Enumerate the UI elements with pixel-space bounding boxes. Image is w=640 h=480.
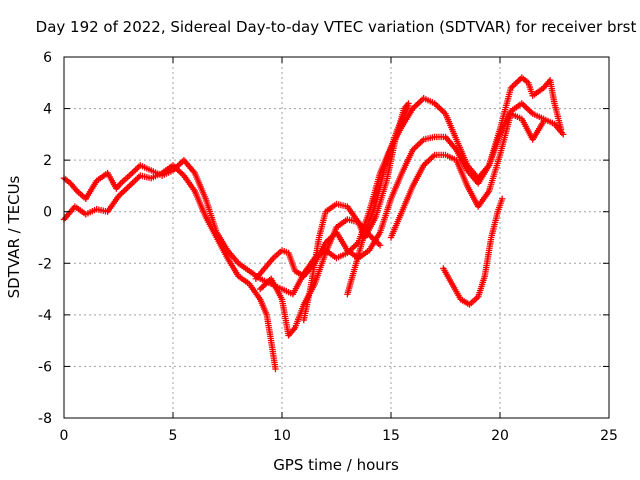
data-point: [350, 243, 357, 251]
chart-title: Day 192 of 2022, Sidereal Day-to-day VTE…: [36, 18, 637, 36]
grid: [64, 57, 609, 418]
data-point: [520, 101, 527, 109]
data-point: [405, 102, 412, 110]
data-point: [126, 182, 133, 190]
data-point: [426, 156, 434, 163]
data-point: [129, 169, 136, 176]
x-tick-label: 0: [60, 428, 69, 444]
data-point: [118, 190, 125, 197]
data-point: [512, 80, 519, 87]
data-point: [135, 173, 142, 181]
x-axis-label: GPS time / hours: [273, 456, 399, 474]
data-point: [414, 100, 421, 108]
data-point: [127, 181, 135, 188]
y-tick-label: 4: [43, 102, 52, 118]
data-point: [132, 176, 139, 184]
data-point: [429, 153, 437, 160]
data-point: [351, 242, 359, 249]
x-tick-label: 15: [382, 428, 400, 444]
y-axis-label: SDTVAR / TECUs: [5, 175, 23, 298]
data-point: [523, 104, 530, 112]
data-point: [177, 169, 184, 176]
axis-ticks: 0 5 10 15 20 25 -8 -6 -4 -2 0 2 4 6: [38, 50, 618, 444]
data-point: [414, 142, 421, 149]
data-point: [415, 140, 423, 148]
y-tick-label: 0: [43, 205, 52, 221]
data-point: [412, 143, 420, 151]
data-point: [129, 179, 136, 187]
y-tick-label: 6: [43, 50, 52, 66]
data-point: [412, 102, 420, 109]
data-point: [560, 131, 567, 138]
data-point: [124, 184, 132, 191]
data-point: [415, 99, 423, 106]
plot-frame: [63, 56, 610, 419]
y-tick-label: -8: [38, 411, 52, 427]
data-point: [425, 157, 432, 165]
data-point: [540, 118, 547, 125]
data-point: [376, 242, 384, 249]
data-point: [272, 365, 279, 373]
x-tick-label: 5: [169, 428, 178, 444]
y-tick-label: -6: [38, 359, 52, 375]
data-point: [130, 167, 138, 175]
data-point: [119, 188, 127, 196]
data-point: [132, 166, 139, 173]
y-tick-label: 2: [43, 153, 52, 169]
data-point: [260, 282, 267, 290]
x-tick-label: 25: [600, 428, 618, 444]
x-tick-label: 20: [491, 428, 509, 444]
data-point: [436, 104, 443, 112]
data-point: [417, 139, 424, 146]
data-point: [257, 285, 264, 293]
data-point: [513, 78, 521, 86]
data-points: [60, 74, 567, 373]
data-point: [524, 106, 532, 113]
data-point: [510, 81, 518, 89]
data-point: [526, 107, 533, 114]
x-tick-label: 10: [273, 428, 291, 444]
data-point: [498, 195, 506, 203]
y-tick-label: -2: [38, 256, 52, 272]
data-point: [437, 106, 445, 113]
data-point: [121, 187, 128, 194]
y-tick-label: -4: [38, 308, 52, 324]
data-point: [127, 170, 135, 178]
data-point: [130, 178, 138, 185]
data-point: [123, 185, 130, 193]
data-point: [258, 284, 265, 291]
data-point: [177, 159, 184, 167]
